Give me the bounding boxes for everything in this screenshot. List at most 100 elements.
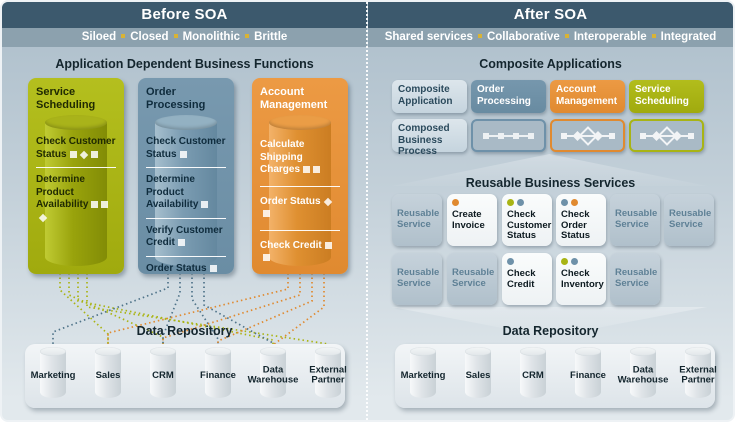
dot-olive-icon bbox=[507, 199, 514, 206]
before-soa-header: Before SOA bbox=[2, 2, 367, 28]
service-check-inventory: Check Inventory bbox=[556, 253, 606, 305]
square-icon bbox=[91, 201, 99, 208]
database-cylinder bbox=[630, 347, 656, 398]
square-icon bbox=[69, 150, 77, 158]
process-flow-box bbox=[471, 119, 546, 152]
repository-label: Data Warehouse bbox=[247, 364, 299, 386]
function-item: Determine Product Availability bbox=[146, 168, 226, 219]
cylinder-top bbox=[685, 347, 711, 356]
cylinder-top bbox=[95, 347, 121, 356]
function-item: Determine Product Availability bbox=[36, 168, 116, 230]
before-repository-title: Data Repository bbox=[136, 324, 233, 338]
composite-account-management-box: Account Management bbox=[550, 80, 625, 113]
after-repository-title: Data Repository bbox=[502, 324, 599, 338]
trait-label: Siloed bbox=[81, 31, 117, 43]
square-icon bbox=[101, 201, 109, 208]
service-label: Reusable Service bbox=[397, 267, 440, 289]
service-dots bbox=[561, 199, 601, 208]
database-cylinder bbox=[410, 347, 436, 398]
cylinder-top bbox=[40, 347, 66, 356]
trait-label: Monolithic bbox=[182, 31, 241, 43]
square-icon bbox=[303, 166, 311, 173]
composed-business-process-box: Composed Business Process bbox=[392, 119, 467, 157]
repository-label: CRM bbox=[152, 369, 174, 381]
square-icon bbox=[201, 201, 209, 208]
function-item: Order Status bbox=[146, 257, 226, 282]
function-label: Check Customer Status bbox=[146, 136, 226, 160]
app-order-processing: Order Processing Check Customer Status D… bbox=[138, 78, 234, 274]
cylinder-top bbox=[269, 115, 331, 130]
service-check-customer-status: Check Customer Status bbox=[502, 194, 552, 246]
cylinder-top bbox=[205, 347, 231, 356]
square-icon bbox=[263, 210, 270, 217]
square-icon bbox=[263, 254, 270, 261]
gateway-flow-icon bbox=[639, 125, 694, 146]
before-data-repository: Marketing Sales CRM Finance Data Warehou… bbox=[25, 344, 347, 408]
cylinder-top bbox=[155, 115, 217, 130]
function-item: Check Customer Status bbox=[36, 130, 116, 168]
after-section-title: Composite Applications bbox=[479, 57, 622, 71]
reusable-service-box: Reusable Service bbox=[392, 253, 442, 305]
function-icons bbox=[300, 164, 321, 175]
function-item: Order Status bbox=[260, 187, 340, 231]
function-label: Check Customer Status bbox=[36, 136, 116, 160]
repository-label: External Partner bbox=[309, 364, 347, 386]
database-cylinder bbox=[155, 115, 217, 266]
trait-label: Integrated bbox=[660, 31, 717, 43]
function-item: Check Customer Status bbox=[146, 130, 226, 168]
cylinder-top bbox=[260, 347, 286, 356]
service-label: Reusable Service bbox=[397, 208, 440, 230]
square-icon bbox=[324, 241, 332, 249]
repository-label: Sales bbox=[95, 369, 121, 381]
dot-orange-icon bbox=[571, 199, 578, 206]
dot-orange-icon bbox=[452, 199, 459, 206]
database-cylinder bbox=[575, 347, 601, 398]
gateway-flow-icon bbox=[560, 125, 615, 146]
function-icons bbox=[36, 199, 109, 223]
cylinder-top bbox=[150, 347, 176, 356]
function-label: Check Credit bbox=[260, 239, 322, 251]
database-cylinder bbox=[315, 347, 341, 398]
cylinder-top bbox=[315, 347, 341, 356]
database-cylinder bbox=[269, 115, 331, 266]
square-icon bbox=[209, 264, 217, 272]
diamond-icon bbox=[79, 150, 88, 159]
repository-label: Marketing bbox=[30, 369, 76, 381]
function-label: Determine Product Availability bbox=[36, 174, 89, 210]
service-label: Check Customer Status bbox=[507, 209, 552, 242]
service-create-invoice: Create Invoice bbox=[447, 194, 497, 246]
service-check-order-status: Check Order Status bbox=[556, 194, 606, 246]
trait-label: Brittle bbox=[254, 31, 288, 43]
dot-blue-icon bbox=[507, 258, 514, 265]
before-section-title: Application Dependent Business Functions bbox=[55, 57, 314, 71]
service-label: Reusable Service bbox=[452, 267, 495, 289]
repository-label: Data Warehouse bbox=[617, 364, 669, 386]
app-title: Order Processing bbox=[146, 86, 206, 112]
service-label: Check Inventory bbox=[561, 268, 604, 290]
square-icon bbox=[90, 150, 98, 158]
database-cylinder bbox=[465, 347, 491, 398]
function-item: Check Credit bbox=[260, 231, 340, 274]
database-cylinder bbox=[205, 347, 231, 398]
repository-label: Marketing bbox=[400, 369, 446, 381]
repository-label: External Partner bbox=[679, 364, 717, 386]
separator-dot-icon bbox=[121, 34, 126, 38]
reusable-service-box: Reusable Service bbox=[610, 253, 660, 305]
function-icons bbox=[198, 199, 209, 210]
function-label: Determine Product Availability bbox=[146, 174, 199, 210]
function-list: Check Customer Status Determine Product … bbox=[36, 130, 116, 230]
function-icons bbox=[67, 149, 98, 160]
process-flow-box bbox=[629, 119, 704, 152]
dot-blue-icon bbox=[517, 199, 524, 206]
separator-dot-icon bbox=[651, 34, 656, 38]
reusable-service-box: Reusable Service bbox=[610, 194, 660, 246]
function-icons bbox=[177, 149, 187, 160]
service-label: Reusable Service bbox=[669, 208, 712, 230]
after-soa-panel: After SOA Shared services Collaborative In… bbox=[368, 2, 733, 420]
database-cylinder bbox=[260, 347, 286, 398]
service-label: Reusable Service bbox=[615, 208, 658, 230]
after-data-repository: Marketing Sales CRM Finance Data Warehou… bbox=[395, 344, 717, 408]
service-dots bbox=[507, 199, 547, 208]
reusable-service-box: Reusable Service bbox=[447, 253, 497, 305]
database-cylinder bbox=[40, 347, 66, 398]
